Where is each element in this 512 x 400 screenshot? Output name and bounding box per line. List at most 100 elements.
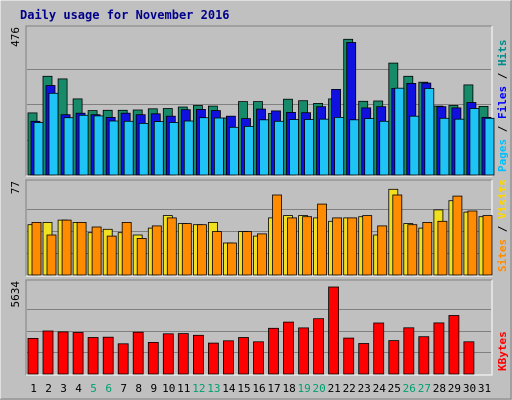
x-tick-day-16: 16 — [252, 382, 265, 395]
x-tick-day-3: 3 — [60, 382, 67, 395]
bar-visits-sites-day-16 — [257, 233, 267, 276]
panel-hits-series-label-part: / — [496, 119, 509, 139]
bar-kbytes-kbytes-day-13 — [207, 342, 219, 375]
bar-visits-sites-day-24 — [377, 225, 388, 276]
bar-kbytes-kbytes-day-1 — [27, 337, 39, 375]
panel-hits-series-label-part: / — [496, 66, 509, 86]
x-tick-labels: 1 2 3 4 5 6 7 8 9 10 11 12 13 14 15 16 17 18 19 20 21 22 23 24 2… — [30, 382, 491, 395]
panel-visits-series-label-part: Visits — [496, 179, 509, 219]
x-tick-day-27: 27 — [418, 382, 431, 395]
bar-hits-pages-day-21 — [334, 117, 345, 176]
bar-visits-sites-day-30 — [467, 210, 478, 276]
bar-kbytes-kbytes-day-7 — [117, 343, 129, 375]
bar-visits-sites-day-31 — [482, 215, 493, 276]
x-tick-day-10: 10 — [162, 382, 175, 395]
panel-kbytes-frame-light — [26, 280, 493, 376]
bar-hits-pages-day-7 — [123, 120, 134, 176]
bar-visits-sites-day-11 — [181, 223, 192, 276]
x-tick-day-7: 7 — [120, 382, 127, 395]
x-tick-day-8: 8 — [135, 382, 142, 395]
x-tick-day-21: 21 — [328, 382, 341, 395]
bar-visits-sites-day-7 — [121, 221, 132, 276]
panel-visits-series-label-part: Sites — [496, 239, 509, 272]
bar-kbytes-kbytes-day-29 — [448, 315, 460, 375]
bar-kbytes-kbytes-day-14 — [222, 340, 234, 375]
bar-visits-sites-day-15 — [242, 231, 252, 276]
bar-visits-sites-day-2 — [46, 234, 57, 276]
panel-kbytes-ymax-label: 5634 — [9, 281, 22, 308]
bar-hits-pages-day-20 — [319, 118, 330, 176]
bar-hits-pages-day-18 — [289, 119, 299, 176]
x-tick-day-9: 9 — [150, 382, 157, 395]
bar-hits-pages-day-29 — [454, 118, 465, 176]
bar-visits-sites-day-22 — [347, 217, 358, 276]
chart-title: Daily usage for November 2016 — [20, 8, 230, 22]
bar-visits-sites-day-3 — [61, 219, 72, 276]
bar-visits-sites-day-20 — [317, 203, 328, 276]
bar-kbytes-kbytes-day-6 — [102, 336, 114, 375]
bar-kbytes-kbytes-day-21 — [328, 286, 340, 375]
bar-hits-pages-day-17 — [274, 120, 284, 176]
panel-hits: 476 Pages / Files / Hits — [9, 25, 509, 177]
bar-hits-pages-day-3 — [63, 117, 74, 176]
bar-hits-pages-day-25 — [394, 87, 405, 176]
bar-hits-pages-day-4 — [78, 114, 89, 176]
bar-kbytes-kbytes-day-11 — [177, 333, 189, 375]
bar-visits-sites-day-25 — [392, 194, 403, 276]
bar-visits-sites-day-8 — [136, 237, 147, 276]
bar-visits-sites-day-23 — [362, 215, 373, 276]
panel-hits-series-label-part: Hits — [496, 40, 509, 67]
panel-hits-ymax-label: 476 — [9, 27, 22, 47]
x-tick-day-12: 12 — [192, 382, 205, 395]
bar-visits-sites-day-17 — [272, 194, 282, 276]
x-tick-day-20: 20 — [312, 382, 325, 395]
bar-kbytes-kbytes-day-3 — [57, 331, 69, 375]
x-tick-day-26: 26 — [403, 382, 416, 395]
bar-visits-sites-day-28 — [437, 220, 448, 276]
x-tick-day-30: 30 — [463, 382, 476, 395]
panels-layer: 476 Pages / Files / Hits 77 Sites / Visits 5… — [9, 25, 509, 376]
bar-kbytes-kbytes-day-17 — [268, 327, 279, 375]
bar-hits-pages-day-30 — [469, 108, 480, 176]
bar-hits-pages-day-26 — [409, 115, 420, 176]
bar-visits-sites-day-14 — [226, 242, 237, 276]
x-tick-day-6: 6 — [105, 382, 112, 395]
bar-hits-pages-day-31 — [484, 117, 495, 176]
bar-kbytes-kbytes-day-10 — [162, 333, 174, 375]
panel-hits-frame-light — [26, 26, 493, 177]
x-tick-day-31: 31 — [478, 382, 491, 395]
bar-kbytes-kbytes-day-20 — [313, 318, 325, 375]
panel-kbytes-series-label: KBytes — [496, 331, 509, 371]
x-tick-day-11: 11 — [177, 382, 190, 395]
bar-hits-pages-day-16 — [259, 119, 269, 176]
panel-hits-series-label: Pages / Files / Hits — [496, 40, 509, 173]
bar-hits-pages-day-6 — [108, 120, 119, 176]
bar-kbytes-kbytes-day-5 — [87, 337, 99, 375]
bar-hits-pages-day-2 — [48, 92, 59, 176]
panel-kbytes-series-label-part: KBytes — [496, 331, 509, 371]
x-tick-day-22: 22 — [343, 382, 356, 395]
bar-visits-sites-day-29 — [452, 195, 463, 276]
x-tick-day-13: 13 — [207, 382, 220, 395]
bar-kbytes-kbytes-day-26 — [403, 327, 415, 375]
x-tick-day-24: 24 — [373, 382, 387, 395]
panel-kbytes: 5634 KBytes — [9, 279, 509, 376]
bar-hits-pages-day-11 — [183, 120, 194, 176]
bar-kbytes-kbytes-day-27 — [418, 336, 430, 375]
x-tick-day-19: 19 — [297, 382, 310, 395]
bar-hits-pages-day-5 — [93, 115, 104, 176]
bar-visits-sites-day-19 — [302, 216, 313, 276]
x-tick-day-23: 23 — [358, 382, 371, 395]
panel-visits-frame-light — [26, 180, 493, 277]
panel-hits-series-label-part: Pages — [496, 139, 509, 172]
bar-hits-pages-day-15 — [244, 126, 254, 176]
bar-hits-pages-day-14 — [228, 126, 239, 176]
bar-kbytes-kbytes-day-9 — [147, 341, 159, 375]
panel-hits-series-label-part: Files — [496, 86, 509, 119]
bar-visits-sites-day-4 — [76, 221, 87, 276]
bar-kbytes-kbytes-day-19 — [298, 327, 310, 375]
bar-kbytes-kbytes-day-2 — [42, 330, 54, 375]
bar-kbytes-kbytes-day-4 — [72, 332, 84, 375]
bar-kbytes-kbytes-day-16 — [253, 341, 264, 375]
